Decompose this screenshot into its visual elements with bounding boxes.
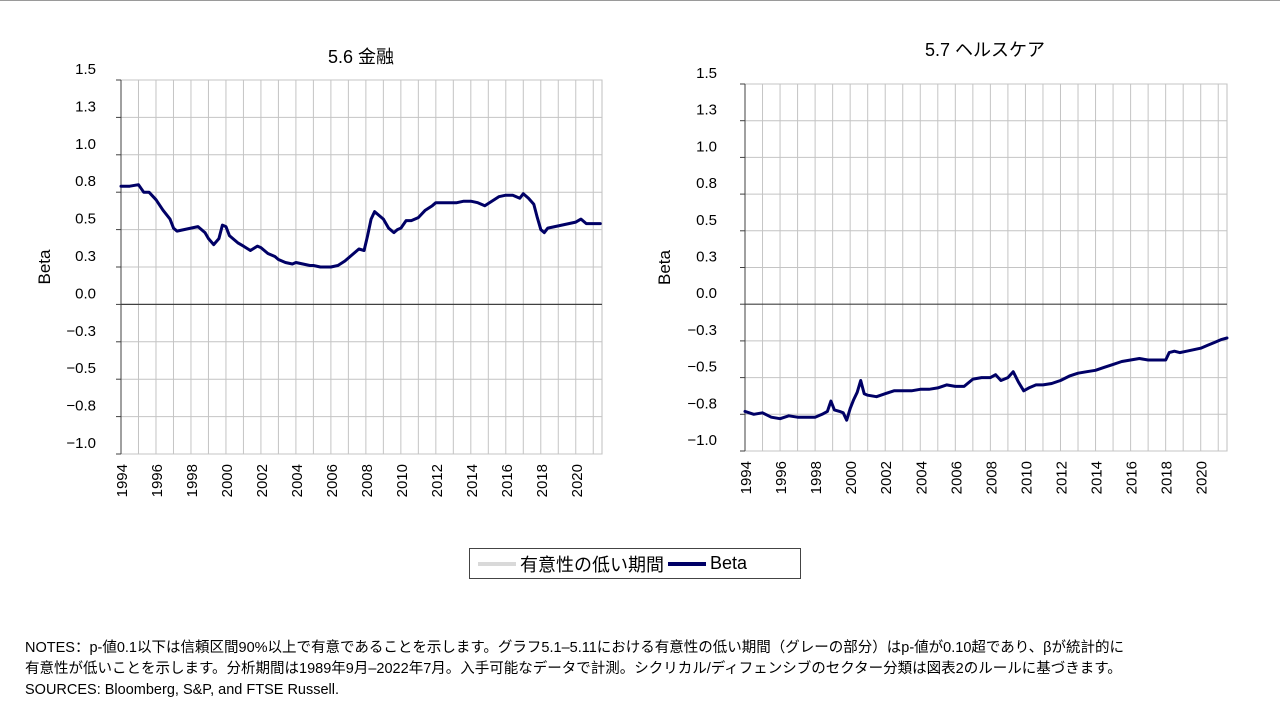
y-tick-label: 0.8 <box>696 175 717 192</box>
x-tick-label: 1994 <box>738 461 755 494</box>
x-tick-label: 2014 <box>464 464 481 497</box>
chart-financials: 5.6 金融 1.5 1.3 1.0 0.8 0.5 0.3 0.0 −0.3 −0.5 −0.8 −… <box>35 47 603 497</box>
notes-line-2: 有意性が低いことを示します。分析期間は1989年9月–2022年7月。入手可能な… <box>25 661 1122 677</box>
y-tick-label: −0.5 <box>687 359 717 376</box>
chart-title: 5.7 ヘルスケア <box>925 40 1045 60</box>
legend-beta-swatch <box>668 561 706 566</box>
x-tick-label: 2018 <box>1159 461 1176 494</box>
y-tick-label: 1.3 <box>696 102 717 119</box>
x-tick-label: 2000 <box>843 461 860 494</box>
x-tick-label: 1996 <box>773 461 790 494</box>
legend-item-beta: Beta <box>664 553 747 574</box>
y-tick-label: 0.3 <box>696 249 717 266</box>
y-tick-label: 1.0 <box>696 138 717 155</box>
y-tick-label: −0.8 <box>66 398 96 415</box>
x-tick-label: 2008 <box>359 464 376 497</box>
x-tick-label: 2018 <box>534 464 551 497</box>
y-tick-label: 1.3 <box>75 98 96 115</box>
y-tick-label: 0.0 <box>696 285 717 302</box>
x-tick-label: 2008 <box>983 461 1000 494</box>
legend-low-significance-label: 有意性の低い期間 <box>520 554 664 575</box>
y-tick-label: −0.5 <box>66 360 96 377</box>
x-tick-label: 1998 <box>184 464 201 497</box>
legend-item-low-significance: 有意性の低い期間 <box>470 551 664 577</box>
legend-gray-swatch <box>478 561 516 566</box>
x-tick-label: 2014 <box>1089 461 1106 494</box>
x-tick-label: 2016 <box>1124 461 1141 494</box>
chart-title: 5.6 金融 <box>328 47 394 67</box>
chart-healthcare: 5.7 ヘルスケア 1.5 1.3 1.0 0.8 0.5 0.3 0.0 −0.3 −0.5 −0… <box>655 40 1229 494</box>
x-tick-label: 2020 <box>569 464 586 497</box>
x-tick-label: 2012 <box>429 464 446 497</box>
y-axis-label: Beta <box>655 249 674 285</box>
y-axis-label: Beta <box>35 249 54 285</box>
y-tick-label: 0.8 <box>75 173 96 190</box>
notes: NOTES：p-値0.1以下は信頼区間90%以上で有意であることを示します。グラ… <box>25 638 1275 701</box>
x-tick-label: 2010 <box>394 464 411 497</box>
top-divider <box>0 0 1280 1</box>
y-tick-label: 0.0 <box>75 285 96 302</box>
x-tick-label: 2006 <box>948 461 965 494</box>
x-tick-label: 2002 <box>878 461 895 494</box>
sources-line: SOURCES: Bloomberg, S&P, and FTSE Russel… <box>25 682 340 698</box>
x-tick-label: 2002 <box>254 464 271 497</box>
y-tick-label: −0.3 <box>66 323 96 340</box>
legend: 有意性の低い期間 Beta <box>469 548 801 579</box>
y-tick-label: −1.0 <box>66 435 96 452</box>
x-tick-label: 1998 <box>808 461 825 494</box>
y-tick-label: 1.5 <box>75 61 96 78</box>
y-tick-label: −0.3 <box>687 322 717 339</box>
y-tick-label: 1.5 <box>696 65 717 82</box>
x-tick-label: 1996 <box>149 464 166 497</box>
x-tick-label: 2004 <box>289 464 306 497</box>
y-tick-label: 0.5 <box>75 211 96 228</box>
y-tick-label: −1.0 <box>687 432 717 449</box>
y-tick-label: 0.5 <box>696 212 717 229</box>
notes-line-1: NOTES：p-値0.1以下は信頼区間90%以上で有意であることを示します。グラ… <box>25 640 1125 656</box>
y-tick-label: −0.8 <box>687 395 717 412</box>
x-tick-label: 2012 <box>1053 461 1070 494</box>
y-tick-label: 1.0 <box>75 136 96 153</box>
x-tick-label: 2000 <box>219 464 236 497</box>
series-beta-line <box>743 336 1229 422</box>
x-tick-label: 2004 <box>913 461 930 494</box>
x-tick-label: 2006 <box>324 464 341 497</box>
series-beta-line <box>119 183 602 269</box>
y-tick-label: 0.3 <box>75 248 96 265</box>
x-tick-label: 2016 <box>499 464 516 497</box>
x-tick-label: 2010 <box>1018 461 1035 494</box>
x-tick-label: 2020 <box>1194 461 1211 494</box>
x-tick-label: 1994 <box>114 464 131 497</box>
legend-beta-label: Beta <box>710 553 748 573</box>
